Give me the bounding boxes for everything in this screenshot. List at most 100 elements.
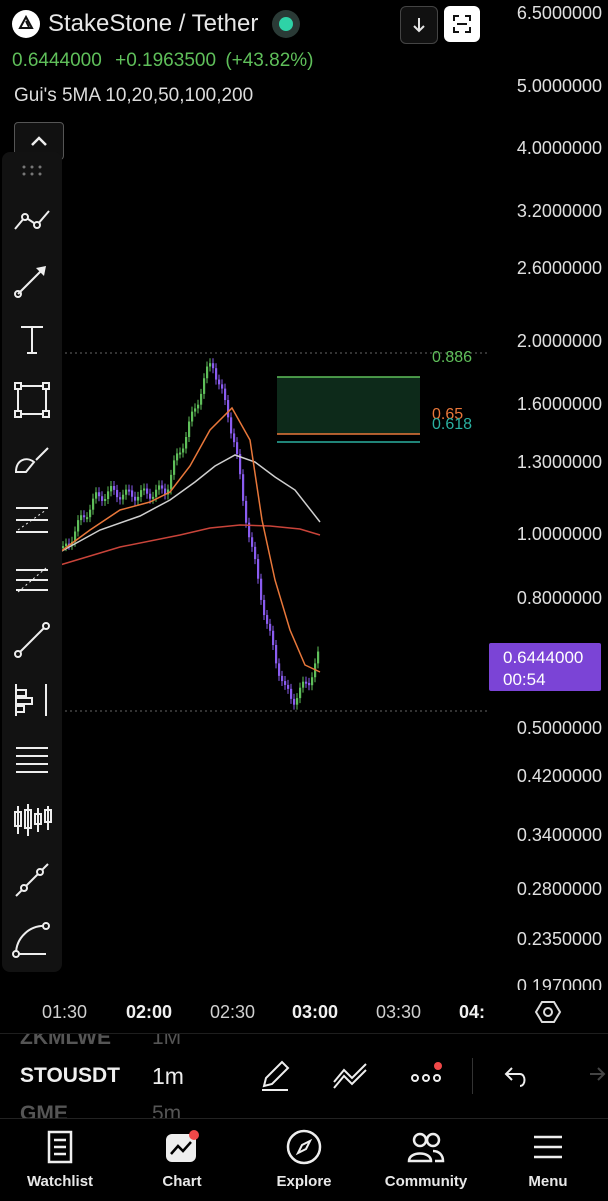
- candle-body: [260, 578, 263, 600]
- y-tick: 0.2350000: [516, 929, 602, 949]
- arc-tool-icon[interactable]: [10, 918, 54, 962]
- arrow-down-icon: [413, 18, 425, 33]
- volume-profile-tool-icon[interactable]: [10, 678, 54, 722]
- candle-body: [80, 515, 83, 521]
- symbol-below-interval[interactable]: 5m: [152, 1102, 182, 1118]
- candle-body: [74, 531, 77, 542]
- candle-body: [92, 498, 95, 510]
- candle-body: [95, 492, 98, 499]
- candles-tool-icon[interactable]: [10, 798, 54, 842]
- stakestone-logo: [12, 10, 40, 38]
- live-status-icon: [272, 10, 301, 38]
- candle-body: [215, 368, 218, 380]
- brush-tool-icon[interactable]: [10, 438, 54, 482]
- fib-retracement-tool-icon[interactable]: [10, 498, 54, 542]
- symbol-below[interactable]: GME: [20, 1102, 68, 1118]
- candle-body: [272, 630, 275, 646]
- indicators-button[interactable]: [332, 1060, 370, 1095]
- compass-icon: [286, 1129, 322, 1165]
- undo-icon: [504, 1067, 526, 1087]
- fib-extension-tool-icon[interactable]: [10, 558, 54, 602]
- current-interval[interactable]: 1m: [152, 1063, 184, 1089]
- more-dots-icon: [411, 1062, 442, 1082]
- candle-body: [317, 651, 320, 664]
- current-symbol[interactable]: STOUSDT: [20, 1064, 120, 1087]
- more-button[interactable]: [408, 1060, 446, 1095]
- nav-watchlist[interactable]: Watchlist: [10, 1127, 110, 1190]
- candle-body: [230, 417, 233, 434]
- y-tick: 1.0000000: [516, 524, 602, 544]
- fullscreen-icon: [453, 15, 471, 33]
- candle-body: [290, 688, 293, 699]
- ray-tool-icon[interactable]: [10, 858, 54, 902]
- candle-body: [194, 408, 197, 412]
- candle-body: [239, 453, 242, 475]
- candle-body: [311, 677, 314, 686]
- ma-50-line: [59, 406, 321, 673]
- nav-community-label: Community: [384, 1173, 468, 1190]
- candle-body: [191, 411, 194, 422]
- symbol-above-interval[interactable]: 1M: [152, 1034, 182, 1049]
- candle-body: [233, 433, 236, 443]
- draw-button[interactable]: [258, 1058, 292, 1097]
- text-tool-icon[interactable]: [10, 318, 54, 362]
- candle-body: [305, 681, 308, 684]
- horizontal-lines-tool-icon[interactable]: [10, 738, 54, 782]
- y-tick: 0.4200000: [516, 766, 602, 786]
- nav-explore-label: Explore: [276, 1173, 332, 1190]
- download-button[interactable]: [400, 6, 438, 44]
- candlestick-chart[interactable]: [0, 0, 490, 995]
- candle-body: [176, 453, 179, 461]
- trend-path-tool-icon[interactable]: [10, 198, 54, 242]
- fullscreen-button[interactable]: [444, 6, 480, 42]
- chart-settings-button[interactable]: [534, 998, 562, 1031]
- candle-body: [296, 698, 299, 705]
- nav-community[interactable]: Community: [376, 1127, 476, 1190]
- nav-menu[interactable]: Menu: [498, 1127, 598, 1190]
- candle-body: [179, 452, 182, 455]
- y-tick: 0.1970000: [516, 976, 602, 990]
- bar-countdown: 00:54: [503, 670, 546, 689]
- candle-body: [257, 559, 260, 579]
- candle-body: [287, 684, 290, 689]
- candle-body: [107, 491, 110, 499]
- fib-label-0886: 0.886: [432, 349, 473, 366]
- candle-body: [278, 663, 281, 676]
- trend-line-tool-icon[interactable]: [10, 618, 54, 662]
- rectangle-tool-icon[interactable]: [10, 378, 54, 422]
- candle-body: [98, 492, 101, 497]
- pair-title[interactable]: StakeStone / Tether: [48, 10, 259, 37]
- candle-body: [101, 496, 104, 501]
- candle-body: [212, 363, 215, 369]
- candle-body: [62, 546, 65, 549]
- current-price-tag: 0.6444000 00:54: [489, 643, 601, 691]
- undo-button[interactable]: [502, 1064, 530, 1093]
- candle-body: [185, 437, 188, 449]
- redo-button[interactable]: [580, 1064, 608, 1093]
- candle-body: [164, 488, 167, 495]
- candle-body: [119, 497, 122, 500]
- indicator-label[interactable]: Gui's 5MA 10,20,50,100,200: [14, 85, 254, 106]
- candle-body: [86, 517, 89, 520]
- y-tick: 1.3000000: [516, 452, 602, 472]
- nav-chart[interactable]: Chart: [132, 1127, 232, 1190]
- pen-icon: [262, 1060, 290, 1091]
- candle-body: [137, 496, 140, 501]
- candle-body: [155, 489, 158, 497]
- arrow-tool-icon[interactable]: [10, 258, 54, 302]
- symbol-above[interactable]: ZKMLWE: [20, 1034, 111, 1049]
- nav-explore[interactable]: Explore: [254, 1127, 354, 1190]
- price-change: +0.1963500: [115, 50, 217, 71]
- candle-body: [134, 496, 137, 501]
- y-tick: 3.2000000: [516, 201, 602, 221]
- drag-handle-icon[interactable]: [10, 156, 54, 186]
- candle-body: [167, 489, 170, 495]
- divider: [0, 1033, 608, 1034]
- candle-body: [206, 366, 209, 379]
- candle-body: [149, 493, 152, 499]
- symbol-strip: ZKMLWE 1M STOUSDT 1m GME 5m: [0, 1034, 608, 1118]
- candle-body: [245, 500, 248, 523]
- y-tick: 2.6000000: [516, 258, 602, 278]
- toolbar-divider: [472, 1058, 473, 1094]
- hamburger-menu-icon: [534, 1135, 562, 1159]
